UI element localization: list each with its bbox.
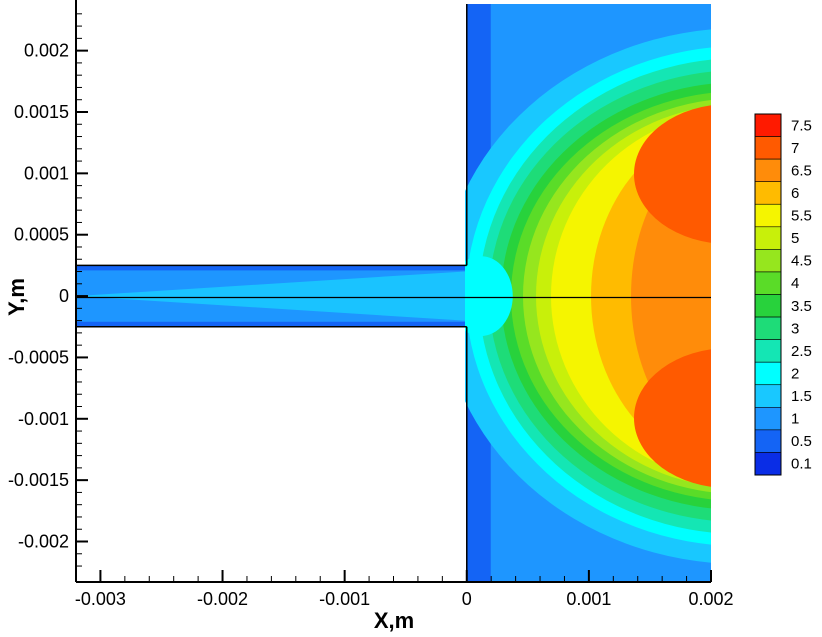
legend-label: 3 — [791, 320, 799, 337]
x-tick-label: 0.002 — [688, 589, 733, 609]
legend-swatch — [754, 113, 782, 137]
legend-label: 6.5 — [791, 162, 812, 179]
legend-frame — [754, 113, 782, 476]
legend-label: 5 — [791, 230, 799, 247]
x-tick-label: -0.002 — [197, 589, 248, 609]
contour-lobe — [634, 349, 711, 487]
legend-swatch — [754, 181, 782, 205]
contour-band — [465, 256, 513, 337]
legend-swatch — [754, 249, 782, 273]
legend-label: 1 — [791, 411, 799, 428]
y-tick-label: -0.0005 — [8, 347, 69, 367]
y-tick-label: -0.002 — [18, 532, 69, 552]
contour-lobe — [634, 105, 711, 243]
y-axis-ticks: 0.002 0.0015 0.001 0.0005 0 -0.0005 -0.001 -0.0… — [8, 13, 88, 567]
x-tick-label: -0.001 — [319, 589, 370, 609]
legend-label: 4.5 — [791, 253, 812, 270]
legend-swatch — [754, 294, 782, 318]
x-tick-label: 0.001 — [566, 589, 611, 609]
x-tick-label: 0 — [462, 589, 472, 609]
legend-swatch — [754, 361, 782, 386]
x-axis-title: X,m — [374, 608, 414, 633]
legend-label: 6 — [791, 185, 799, 202]
legend-swatch — [754, 407, 782, 431]
legend-swatch — [754, 429, 782, 453]
legend-label: 1.5 — [791, 388, 812, 405]
legend-label: 3.5 — [791, 298, 812, 315]
legend-swatch — [754, 271, 782, 295]
plume-region — [465, 4, 711, 582]
legend-swatch — [754, 203, 782, 228]
y-tick-label: 0.002 — [24, 41, 69, 61]
x-tick-label: -0.003 — [75, 589, 126, 609]
y-axis-title: Y,m — [4, 278, 29, 316]
legend-label: 2.5 — [791, 343, 812, 360]
y-tick-label: 0.0005 — [14, 225, 69, 245]
legend-label: 2 — [791, 365, 799, 382]
y-tick-label: 0.0015 — [14, 102, 69, 122]
y-tick-label: 0.001 — [24, 163, 69, 183]
legend-label: 4 — [791, 275, 799, 292]
jet-channel — [76, 266, 465, 327]
contour-field — [76, 4, 711, 582]
legend-label: 5.5 — [791, 208, 812, 225]
legend-label: 7 — [791, 140, 799, 157]
legend-swatch — [754, 226, 782, 250]
legend-swatch — [754, 316, 782, 340]
contour-band — [76, 271, 465, 321]
legend-swatch — [754, 136, 782, 160]
legend-swatch — [754, 384, 782, 408]
legend-swatch — [754, 339, 782, 363]
legend-swatch — [754, 452, 782, 476]
y-tick-label: 0 — [59, 286, 69, 306]
y-tick-label: -0.001 — [18, 409, 69, 429]
legend-label: 0.1 — [791, 456, 812, 473]
y-tick-label: -0.0015 — [8, 470, 69, 490]
legend-label: 0.5 — [791, 433, 812, 450]
color-legend: 7.5 7 6.5 6 5.5 5 4.5 4 3.5 3 2.5 2 1.5 1 0.5 0.1 — [754, 113, 812, 476]
legend-label: 7.5 — [791, 117, 812, 134]
legend-swatch — [754, 158, 782, 182]
x-axis-ticks: -0.003 -0.002 -0.001 0 0.001 0.002 — [75, 570, 734, 609]
